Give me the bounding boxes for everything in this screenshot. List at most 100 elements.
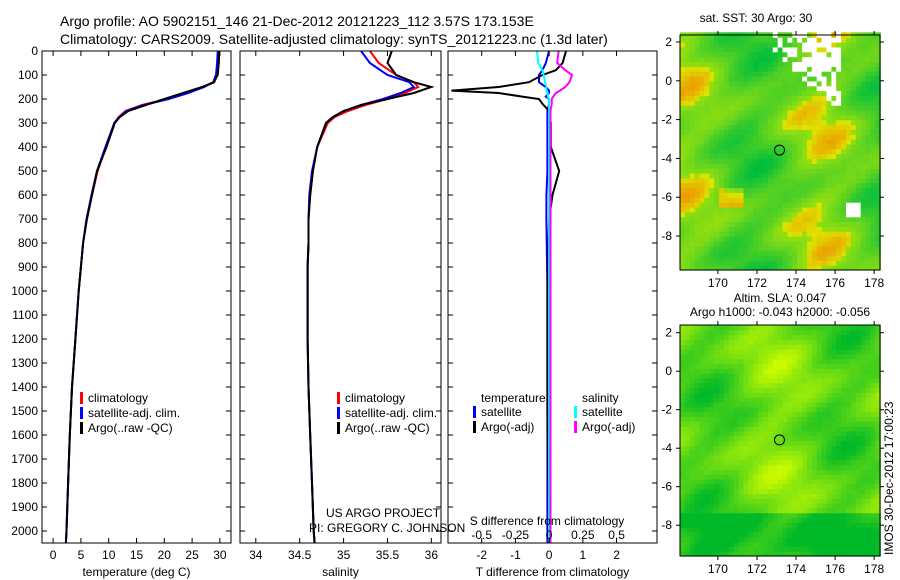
map-cell [772,90,779,96]
map-cell [689,114,696,121]
map-cell [875,406,881,413]
x-tick-label: 172 [747,276,767,290]
map-cell [738,163,745,169]
x-tick-label: 35 [337,548,351,562]
map-cell [719,148,725,155]
map-cell [689,426,696,432]
map-cell [831,329,837,336]
map-cell [753,382,759,389]
map-cell [860,507,867,514]
map-cell [787,493,793,499]
map-cell [816,105,823,111]
map-cell [767,75,774,82]
map-cell [850,430,857,437]
map-cell [684,488,691,494]
map-cell [689,134,696,140]
map-cell [719,474,725,480]
map-cell [680,71,686,77]
map-cell [792,66,798,72]
map-cell [699,216,705,223]
map-cell [772,56,779,62]
map-cell [875,493,881,499]
map-cell [782,522,788,528]
map-cell [684,148,691,155]
map-cell [841,483,847,490]
map-cell [841,339,847,345]
map-cell [772,421,779,427]
map-cell [807,265,813,271]
map-cell [836,546,842,552]
map-cell [870,527,876,533]
map-cell [875,177,881,184]
map-cell [777,450,784,456]
map-cell [831,339,837,345]
map-cell [689,512,696,519]
map-cell [709,454,715,461]
map-cell [782,358,788,365]
map-cell [807,464,813,470]
map-cell [826,153,832,160]
map-cell [816,551,823,557]
map-cell [733,358,740,365]
map-cell [860,459,867,466]
map-cell [753,512,759,519]
map-cell [753,387,759,393]
map-cell [728,406,735,413]
map-cell [826,546,832,552]
map-cell [792,411,798,417]
map-cell [777,231,784,237]
map-cell [694,358,701,365]
map-cell [850,531,857,538]
map-cell [802,114,808,121]
map-cell [846,440,852,446]
map-cell [792,445,798,451]
map-cell [787,358,793,365]
map-cell [704,173,710,179]
map-cell [704,134,710,140]
map-cell [753,498,759,504]
map-cell [802,206,808,213]
map-cell [836,75,842,82]
map-cell [733,479,740,485]
map-cell [772,416,779,422]
map-cell [875,265,881,271]
map-cell [787,245,793,252]
map-cell [689,90,696,96]
map-cell [680,250,686,257]
map-cell [846,503,852,509]
map-cell [719,517,725,523]
map-cell [850,250,857,257]
map-cell [836,260,842,266]
map-cell [723,46,730,53]
map-cell [723,105,730,111]
map-cell [850,353,857,360]
map-cell [748,349,754,355]
map-cell [684,129,691,135]
map-cell [855,353,862,360]
map-cell [772,139,779,145]
map-cell [748,445,754,451]
map-cell [777,66,784,72]
map-cell [753,339,759,345]
map-cell [733,71,740,77]
map-cell [694,231,701,237]
map-cell [728,85,735,92]
map-cell [816,250,823,257]
map-cell [772,260,779,266]
map-cell [738,250,745,257]
map-cell [723,464,730,470]
map-cell [763,377,769,384]
map-cell [689,483,696,490]
map-cell [767,531,774,538]
map-cell [782,245,788,252]
map-cell [763,358,769,365]
map-cell [699,435,705,442]
map-cell [826,71,832,77]
map-cell [841,245,847,252]
map-cell [787,168,793,174]
map-cell [811,402,818,408]
map-cell [714,42,720,48]
map-cell [763,421,769,427]
map-cell [748,546,754,552]
map-cell [875,339,881,345]
